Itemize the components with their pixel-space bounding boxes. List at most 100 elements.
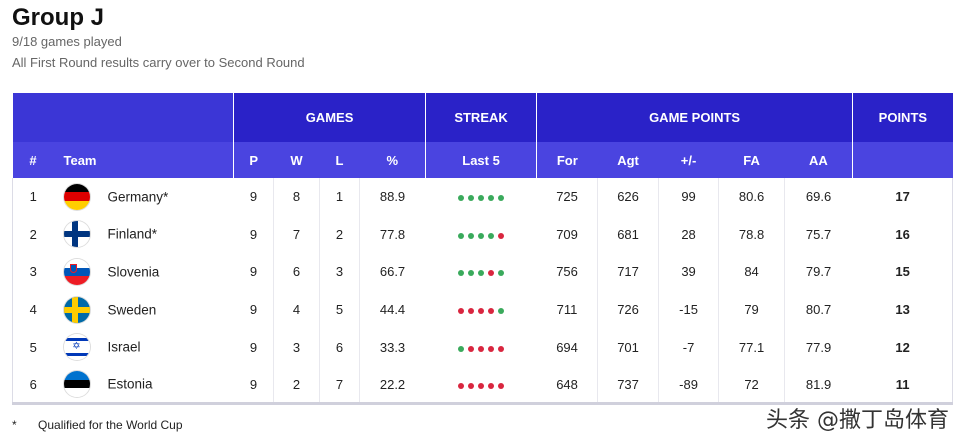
streak-group-header: STREAK: [425, 93, 537, 142]
last5-column-header[interactable]: Last 5: [425, 142, 537, 178]
table-row[interactable]: 6 Estonia 9 2 7 22.2 648 737 -89 72 81.9 11: [12, 365, 954, 406]
w-cell: 3: [273, 328, 320, 366]
team-cell[interactable]: ✡ Israel: [54, 328, 234, 366]
streak-win-dot: [458, 232, 465, 239]
fa-cell: 79: [718, 290, 785, 329]
pct-cell: 88.9: [358, 178, 426, 216]
rank-cell: 1: [12, 178, 54, 216]
israel-flag-icon: ✡: [63, 334, 90, 361]
streak-cell: [425, 178, 537, 216]
l-cell: 7: [319, 365, 360, 406]
team-name[interactable]: Sweden: [107, 302, 157, 318]
fa-cell: 80.6: [718, 178, 785, 216]
rank-column-header[interactable]: #: [12, 142, 54, 178]
streak-win-dot: [458, 270, 465, 277]
streak-win-dot: [498, 270, 505, 277]
agt-cell: 626: [597, 178, 659, 216]
l-cell: 5: [319, 290, 360, 329]
streak-cell: [425, 253, 537, 291]
agt-cell: 681: [597, 215, 659, 254]
streak-win-dot: [468, 270, 475, 277]
team-cell[interactable]: Estonia: [53, 365, 234, 406]
points-group-header: POINTS: [852, 93, 953, 142]
diff-cell: 39: [658, 253, 719, 291]
points-cell: 11: [852, 365, 954, 406]
team-cell[interactable]: Finland*: [54, 216, 234, 254]
table-row[interactable]: 2 Finland* 9 7 2 77.8 709 681 28 78.8 75.7 16: [12, 215, 954, 254]
fa-cell: 84: [718, 253, 785, 291]
rank-cell: 6: [12, 365, 54, 406]
streak-loss-dot: [478, 308, 485, 315]
streak-loss-dot: [488, 382, 495, 389]
aa-cell: 80.7: [784, 290, 853, 329]
streak-loss-dot: [478, 382, 485, 389]
aa-cell: 81.9: [784, 365, 853, 406]
team-cell[interactable]: Sweden: [54, 291, 234, 329]
w-cell: 2: [273, 365, 320, 406]
fa-column-header[interactable]: FA: [718, 142, 785, 178]
rank-cell: 5: [12, 328, 54, 366]
streak-loss-dot: [458, 308, 465, 315]
for-cell: 709: [536, 215, 598, 254]
aa-column-header[interactable]: AA: [784, 142, 853, 178]
diff-column-header[interactable]: +/-: [658, 142, 719, 178]
l-column-header[interactable]: L: [319, 142, 360, 178]
agt-cell: 717: [597, 253, 659, 291]
streak-loss-dot: [498, 382, 505, 389]
points-cell: 17: [852, 178, 954, 216]
pct-cell: 66.7: [358, 253, 426, 291]
page-title: Group J: [12, 4, 105, 31]
points-cell: 12: [852, 328, 954, 366]
streak-cell: [425, 328, 537, 366]
p-cell: 9: [233, 365, 274, 406]
team-cell[interactable]: Germany*: [54, 178, 234, 216]
streak-loss-dot: [478, 345, 485, 352]
column-header-row: # Team P W L % Last 5 For Agt +/- FA AA: [12, 142, 953, 178]
streak-loss-dot: [468, 308, 475, 315]
diff-cell: -89: [658, 365, 719, 406]
fa-cell: 72: [718, 365, 785, 406]
team-name[interactable]: Estonia: [107, 376, 153, 392]
w-column-header[interactable]: W: [273, 142, 320, 178]
points-cell: 16: [852, 215, 954, 254]
diff-cell: 99: [658, 178, 719, 216]
blank-header: [12, 93, 234, 142]
team-cell[interactable]: Slovenia: [54, 253, 234, 291]
streak-loss-dot: [498, 232, 505, 239]
aa-cell: 77.9: [784, 328, 853, 366]
team-name[interactable]: Germany*: [107, 189, 169, 205]
points-cell: 13: [852, 290, 954, 329]
team-name[interactable]: Finland*: [107, 226, 158, 242]
streak-win-dot: [458, 195, 465, 202]
team-name[interactable]: Slovenia: [107, 264, 160, 280]
pct-column-header[interactable]: %: [359, 142, 426, 178]
fa-cell: 78.8: [718, 215, 785, 254]
w-cell: 4: [273, 290, 320, 329]
streak-win-dot: [458, 345, 465, 352]
streak-loss-dot: [498, 345, 505, 352]
team-name[interactable]: Israel: [107, 339, 141, 355]
games-group-header: GAMES: [232, 93, 426, 142]
p-cell: 9: [233, 328, 274, 366]
table-row[interactable]: 1 Germany* 9 8 1 88.9 725 626 99 80.6 69.6 17: [12, 178, 954, 216]
streak-loss-dot: [488, 308, 495, 315]
germany-flag-icon: [63, 183, 90, 210]
table-row[interactable]: 3 Slovenia 9 6 3 66.7 756 717 39 84 79.7 15: [12, 253, 954, 291]
for-column-header[interactable]: For: [536, 142, 598, 178]
team-column-header[interactable]: Team: [53, 142, 234, 178]
pct-cell: 44.4: [358, 290, 426, 329]
streak-win-dot: [488, 232, 495, 239]
aa-cell: 69.6: [784, 178, 853, 216]
diff-cell: -15: [658, 290, 719, 329]
table-row[interactable]: 4 Sweden 9 4 5 44.4 711 726 -15 79 80.7 13: [12, 290, 954, 329]
points-column-header: [852, 142, 953, 178]
agt-column-header[interactable]: Agt: [597, 142, 659, 178]
standings-table: GAMES STREAK GAME POINTS POINTS # Team P…: [12, 93, 954, 406]
p-column-header[interactable]: P: [233, 142, 274, 178]
estonia-flag-icon: [63, 371, 90, 397]
rank-cell: 3: [12, 253, 54, 291]
table-row[interactable]: 5 ✡ Israel 9 3 6 33.3 694 701 -7 77.1 77.9 12: [12, 328, 954, 366]
sweden-flag-icon: [63, 296, 90, 323]
streak-win-dot: [478, 270, 485, 277]
group-header-row: GAMES STREAK GAME POINTS POINTS: [12, 93, 953, 142]
